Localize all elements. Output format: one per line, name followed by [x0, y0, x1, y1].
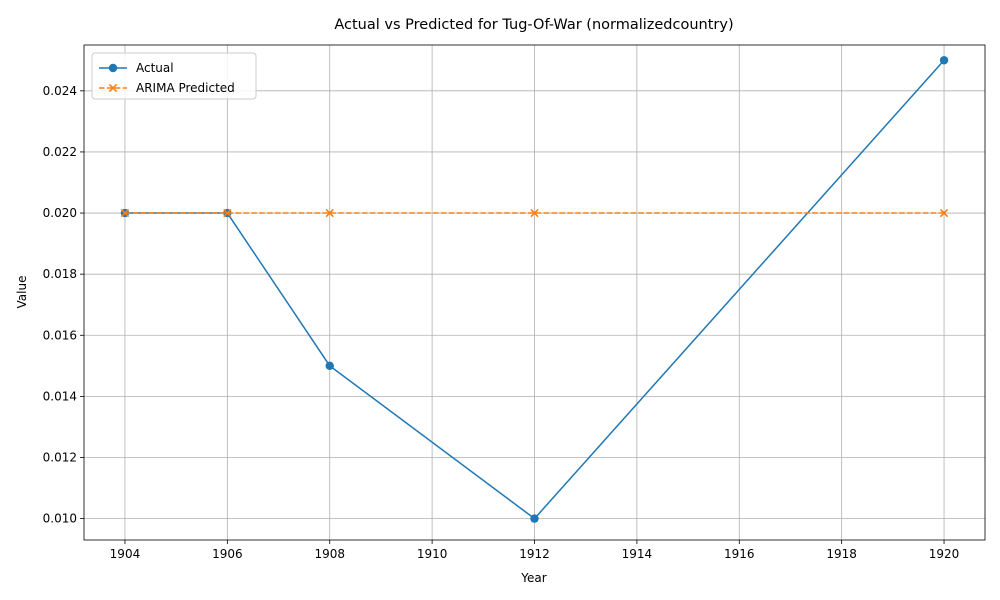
y-tick-label: 0.022 — [43, 145, 77, 159]
x-tick-label: 1910 — [417, 547, 448, 561]
grid — [84, 45, 985, 540]
y-tick-label: 0.010 — [43, 512, 77, 526]
y-tick-label: 0.016 — [43, 328, 77, 342]
data-point — [325, 208, 334, 218]
x-axis-label: Year — [520, 571, 546, 585]
x-tick-label: 1918 — [826, 547, 857, 561]
legend-item: Actual — [99, 61, 174, 75]
x-tick-label: 1920 — [929, 547, 960, 561]
legend-box — [91, 52, 257, 100]
data-point — [325, 361, 334, 371]
series-layer — [120, 56, 949, 523]
x-tick-label: 1908 — [314, 547, 345, 561]
y-tick-label: 0.018 — [43, 267, 77, 281]
x-axis: 1904 1906 1908 1910 1912 1914 1916 1918 1920 — [110, 540, 960, 561]
x-tick-label: 1914 — [622, 547, 653, 561]
data-point — [223, 208, 232, 218]
data-point — [939, 56, 949, 65]
y-axis-label: Value — [15, 276, 29, 309]
y-tick-label: 0.012 — [43, 451, 77, 465]
y-axis: 0.010 0.012 0.014 0.016 0.018 0.020 0.022 0.024 — [43, 84, 84, 526]
data-point — [530, 208, 539, 218]
data-point — [939, 208, 949, 218]
x-tick-label: 1904 — [110, 547, 141, 561]
y-tick-label: 0.024 — [43, 84, 77, 98]
legend-item: ARIMA Predicted — [99, 81, 235, 95]
legend-label: Actual — [136, 61, 174, 75]
legend-marker — [108, 63, 118, 73]
legend: Actual ARIMA Predicted — [91, 52, 257, 100]
series-1 — [120, 208, 949, 218]
x-tick-label: 1916 — [724, 547, 755, 561]
y-tick-label: 0.020 — [43, 206, 77, 220]
legend-marker — [108, 83, 118, 93]
data-point — [120, 208, 130, 218]
y-tick-label: 0.014 — [43, 389, 77, 403]
chart-title: Actual vs Predicted for Tug-Of-War (norm… — [334, 17, 733, 33]
x-tick-label: 1906 — [212, 547, 243, 561]
legend-label: ARIMA Predicted — [136, 81, 235, 95]
x-tick-label: 1912 — [519, 547, 550, 561]
data-point — [530, 514, 539, 523]
